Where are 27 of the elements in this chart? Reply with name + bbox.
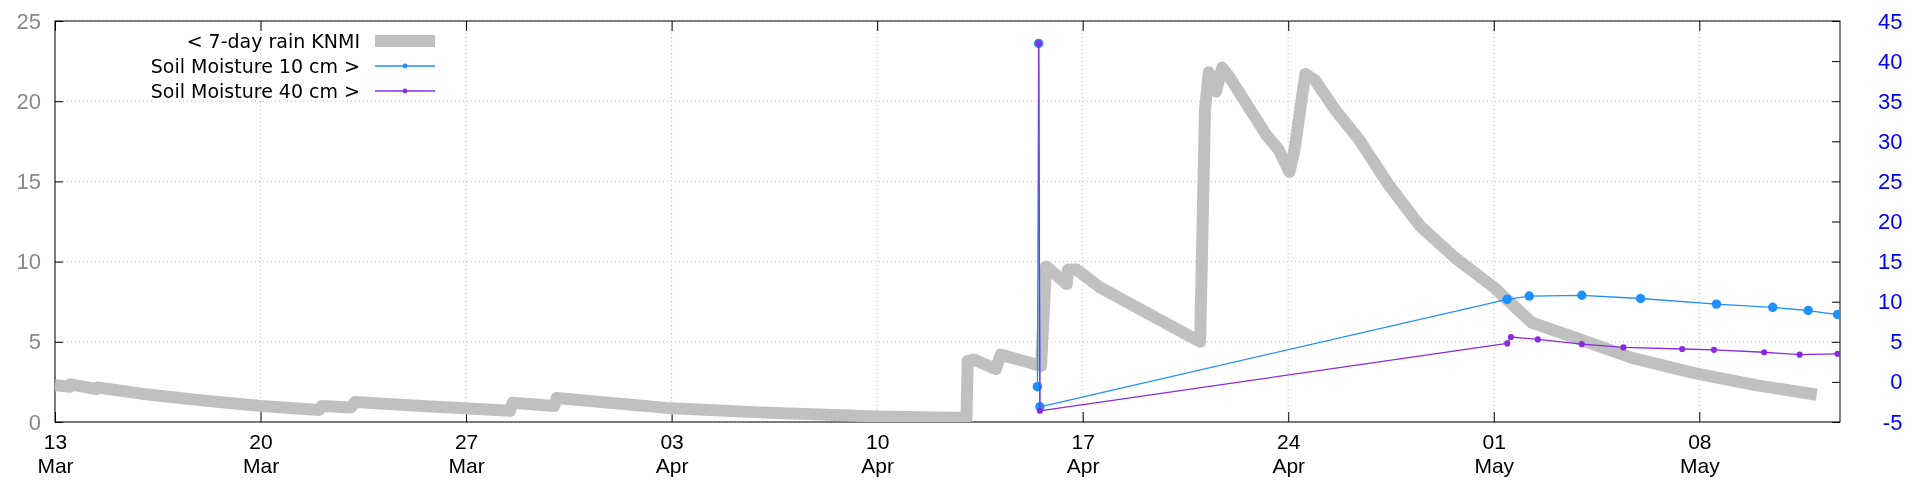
y2-tick-label: 5	[1890, 329, 1903, 355]
x-tick-label: 01 May	[1474, 429, 1515, 478]
y2-tick-label: 15	[1877, 249, 1903, 275]
y-tick-label: 5	[28, 329, 41, 355]
y2-tick-label: -5	[1882, 409, 1903, 435]
legend-label: < 7-day rain KNMI	[186, 29, 360, 52]
y-tick-label: 25	[16, 8, 41, 34]
y2-tick-label: 0	[1890, 369, 1903, 395]
x-tick-label: 10 Apr	[861, 429, 894, 478]
y2-tick-label: 35	[1877, 88, 1903, 114]
x-tick-label: 08 May	[1679, 429, 1721, 478]
y-tick-label: 15	[16, 168, 41, 194]
x-tick-label: 20 Mar	[242, 429, 280, 478]
legend-label: Soil Moisture 40 cm >	[150, 79, 360, 102]
x-tick-label: 03 Apr	[655, 429, 689, 478]
y2-tick-label: 40	[1877, 48, 1903, 74]
x-tick-label: 24 Apr	[1272, 429, 1306, 478]
y2-tick-label: 45	[1877, 8, 1903, 34]
x-tick-label: 27 Mar	[448, 429, 485, 478]
y-tick-label: 20	[16, 88, 41, 114]
x-tick-label: 17 Apr	[1066, 429, 1100, 478]
y2-tick-label: 10	[1877, 289, 1903, 315]
legend-label: Soil Moisture 10 cm >	[150, 54, 360, 77]
y2-tick-label: 25	[1877, 168, 1903, 194]
y-tick-label: 10	[16, 249, 41, 275]
y2-tick-label: 20	[1877, 209, 1903, 235]
y2-tick-label: 30	[1877, 128, 1903, 154]
